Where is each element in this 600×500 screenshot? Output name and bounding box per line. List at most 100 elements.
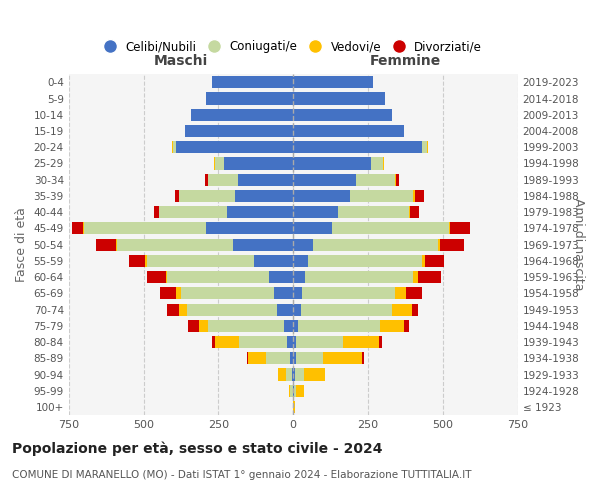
Bar [83,222,206,234]
Bar [293,141,422,154]
Bar [176,288,181,300]
Bar [172,141,173,154]
Bar [298,320,380,332]
Bar [185,125,293,137]
Bar [96,238,116,250]
Bar [128,255,145,267]
Bar [293,288,302,300]
Bar [302,288,395,300]
Bar [293,352,296,364]
Bar [293,76,373,88]
Bar [233,238,293,250]
Bar [254,255,293,267]
Bar [293,336,296,348]
Bar [404,320,409,332]
Bar [167,271,269,283]
Bar [224,158,293,170]
Bar [338,206,409,218]
Bar [215,158,224,170]
Bar [422,255,425,267]
Bar [305,271,413,283]
Bar [173,141,176,154]
Bar [409,206,410,218]
Bar [293,255,308,267]
Bar [427,141,428,154]
Bar [439,238,440,250]
Bar [214,158,215,170]
Bar [449,222,451,234]
Bar [294,384,296,397]
Bar [208,174,238,186]
Bar [383,158,384,170]
Bar [293,206,338,218]
Bar [293,320,298,332]
Bar [208,320,284,332]
Bar [212,76,293,88]
Bar [296,384,304,397]
Bar [293,125,404,137]
Bar [191,108,293,121]
Text: COMUNE DI MARANELLO (MO) - Dati ISTAT 1° gennaio 2024 - Elaborazione TUTTITALIA.: COMUNE DI MARANELLO (MO) - Dati ISTAT 1°… [12,470,472,480]
Bar [158,206,227,218]
Bar [206,222,293,234]
Bar [116,238,233,250]
Bar [266,352,290,364]
Bar [215,336,239,348]
Bar [181,288,274,300]
Bar [72,222,83,234]
Bar [392,304,412,316]
Bar [293,238,313,250]
Bar [292,368,293,380]
Bar [293,368,295,380]
Bar [290,352,293,364]
Bar [160,288,176,300]
Bar [395,174,396,186]
Bar [277,304,293,316]
Bar [293,158,371,170]
Bar [293,174,356,186]
Bar [248,352,266,364]
Bar [199,320,208,332]
Bar [379,336,382,348]
Bar [293,304,301,316]
Bar [290,384,293,397]
Bar [308,255,422,267]
Bar [206,92,293,104]
Y-axis label: Fasce di età: Fasce di età [15,207,28,282]
Bar [179,304,187,316]
Bar [301,304,392,316]
Bar [332,222,449,234]
Bar [293,92,385,104]
Bar [287,336,293,348]
Bar [293,271,305,283]
Bar [422,141,427,154]
Bar [350,190,413,202]
Bar [295,368,304,380]
Bar [239,336,287,348]
Bar [205,174,208,186]
Bar [289,384,290,397]
Bar [247,352,248,364]
Bar [413,271,418,283]
Legend: Celibi/Nubili, Coniugati/e, Vedovi/e, Divorziati/e: Celibi/Nubili, Coniugati/e, Vedovi/e, Di… [100,36,487,58]
Bar [293,108,392,121]
Bar [145,255,146,267]
Bar [412,304,418,316]
Bar [410,206,419,218]
Bar [293,222,332,234]
Bar [413,190,415,202]
Bar [154,206,158,218]
Bar [380,320,404,332]
Bar [235,190,293,202]
Bar [293,401,295,413]
Bar [179,190,235,202]
Bar [187,304,277,316]
Bar [395,288,406,300]
Text: Femmine: Femmine [370,54,441,68]
Bar [146,271,166,283]
Bar [167,304,179,316]
Bar [227,206,293,218]
Bar [296,352,323,364]
Bar [284,320,293,332]
Bar [176,141,293,154]
